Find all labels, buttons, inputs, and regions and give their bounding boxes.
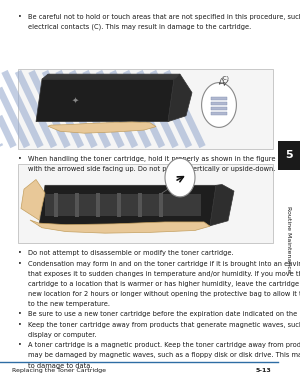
Bar xyxy=(75,193,79,217)
Bar xyxy=(18,164,273,243)
Bar xyxy=(211,96,227,100)
Polygon shape xyxy=(30,220,210,233)
Polygon shape xyxy=(39,185,216,226)
Bar xyxy=(211,102,227,105)
Bar xyxy=(211,112,227,115)
Bar xyxy=(96,193,100,217)
Bar xyxy=(278,141,300,170)
Text: Replacing the Toner Cartridge: Replacing the Toner Cartridge xyxy=(12,368,106,373)
Polygon shape xyxy=(165,158,195,197)
Text: Do not attempt to disassemble or modify the toner cartridge.: Do not attempt to disassemble or modify … xyxy=(28,250,234,256)
Text: •: • xyxy=(18,312,22,317)
Text: •: • xyxy=(18,322,22,328)
Text: Keep the toner cartridge away from products that generate magnetic waves, such a: Keep the toner cartridge away from produ… xyxy=(28,322,300,328)
Bar xyxy=(117,193,121,217)
Text: •: • xyxy=(18,156,22,162)
Bar xyxy=(45,194,201,216)
Text: Routine Maintenance: Routine Maintenance xyxy=(286,206,291,273)
Text: •: • xyxy=(18,14,22,20)
Bar xyxy=(54,193,58,217)
Text: to the new temperature.: to the new temperature. xyxy=(28,301,110,307)
Text: that exposes it to sudden changes in temperature and/or humidity. If you move th: that exposes it to sudden changes in tem… xyxy=(28,271,300,277)
Bar xyxy=(18,69,273,149)
Text: new location for 2 hours or longer without opening the protective bag to allow i: new location for 2 hours or longer witho… xyxy=(28,291,300,297)
Text: 5: 5 xyxy=(285,151,292,160)
Polygon shape xyxy=(168,74,192,122)
Text: •: • xyxy=(18,261,22,267)
Text: cartridge to a location that is warmer or has higher humidity, leave the cartrid: cartridge to a location that is warmer o… xyxy=(28,281,300,287)
Text: •: • xyxy=(18,250,22,256)
Polygon shape xyxy=(36,79,174,122)
Text: Be careful not to hold or touch areas that are not specified in this procedure, : Be careful not to hold or touch areas th… xyxy=(28,14,300,20)
Text: to damage to data.: to damage to data. xyxy=(28,362,93,369)
Text: (C): (C) xyxy=(221,76,229,81)
Polygon shape xyxy=(48,122,156,133)
Bar xyxy=(211,107,227,110)
Text: •: • xyxy=(18,342,22,349)
Bar xyxy=(138,193,142,217)
Polygon shape xyxy=(210,185,234,226)
Text: Condensation may form in and on the toner cartridge if it is brought into an env: Condensation may form in and on the tone… xyxy=(28,261,300,267)
Text: 5-13: 5-13 xyxy=(256,368,272,373)
Text: When handling the toner cartridge, hold it properly as shown in the figure and h: When handling the toner cartridge, hold … xyxy=(28,156,300,162)
Polygon shape xyxy=(21,179,45,220)
Text: electrical contacts (C). This may result in damage to the cartridge.: electrical contacts (C). This may result… xyxy=(28,24,252,30)
Text: A toner cartridge is a magnetic product. Keep the toner cartridge away from prod: A toner cartridge is a magnetic product.… xyxy=(28,342,300,349)
Polygon shape xyxy=(202,83,236,127)
Text: may be damaged by magnetic waves, such as a floppy disk or disk drive. This may : may be damaged by magnetic waves, such a… xyxy=(28,352,300,359)
Bar xyxy=(159,193,163,217)
Text: ✦: ✦ xyxy=(71,95,79,104)
Text: Be sure to use a new toner cartridge before the expiration date indicated on the: Be sure to use a new toner cartridge bef… xyxy=(28,312,300,317)
Text: display or computer.: display or computer. xyxy=(28,332,97,338)
Text: with the arrowed side facing up. Do not place it vertically or upside-down.: with the arrowed side facing up. Do not … xyxy=(28,166,276,172)
Polygon shape xyxy=(42,74,180,79)
